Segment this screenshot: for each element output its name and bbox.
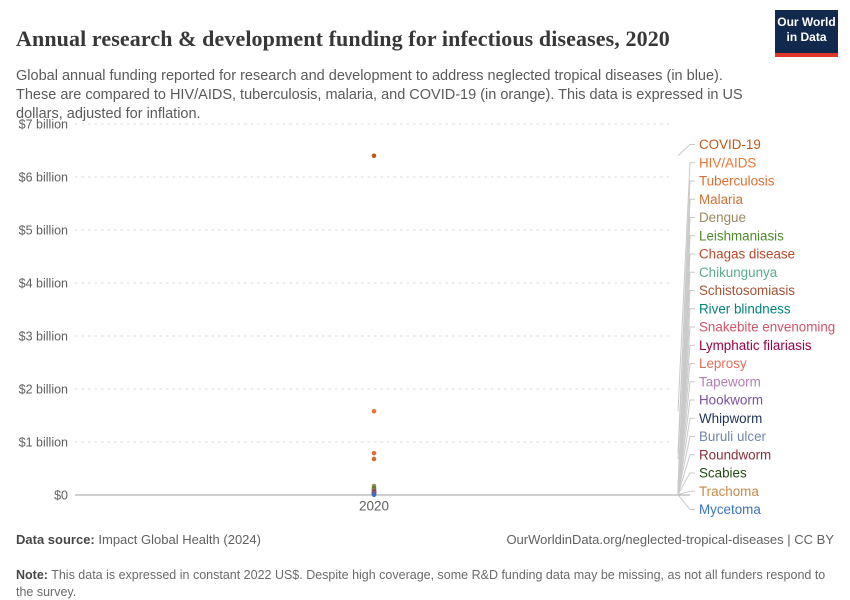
data-point[interactable]: [371, 456, 377, 462]
data-source-line: Data source: Impact Global Health (2024): [16, 532, 261, 547]
footer-note-label: Note:: [16, 567, 48, 582]
y-axis-tick-label: $3 billion: [19, 329, 68, 343]
series-label[interactable]: Tapeworm: [699, 374, 761, 389]
legend-connector-line: [677, 381, 695, 494]
series-label[interactable]: Chagas disease: [699, 247, 795, 262]
y-axis-tick-label: $5 billion: [19, 223, 68, 237]
legend-connector-line: [677, 436, 695, 495]
series-label[interactable]: Buruli ulcer: [699, 429, 767, 444]
legend-connector-line: [677, 144, 695, 157]
page-title: Annual research & development funding fo…: [16, 25, 670, 51]
data-point[interactable]: [371, 450, 377, 456]
data-point[interactable]: [371, 153, 377, 159]
footer-source-row: Data source: Impact Global Health (2024)…: [16, 532, 834, 547]
series-label[interactable]: Chikungunya: [699, 265, 778, 280]
data-point[interactable]: [371, 492, 377, 498]
data-point[interactable]: [371, 408, 377, 414]
legend-connector-line: [677, 363, 695, 494]
series-label[interactable]: Malaria: [699, 192, 743, 207]
footer-note-value: This data is expressed in constant 2022 …: [16, 567, 826, 599]
series-label[interactable]: HIV/AIDS: [699, 155, 756, 170]
y-axis-tick-label: $2 billion: [19, 382, 68, 396]
legend-connector-line: [677, 326, 695, 493]
legend-connector-line: [677, 198, 695, 459]
series-label[interactable]: COVID-19: [699, 137, 761, 152]
x-axis-tick-label: 2020: [359, 499, 389, 514]
legend-connector-line: [677, 399, 695, 494]
series-label[interactable]: River blindness: [699, 301, 791, 316]
y-axis-tick-label: $4 billion: [19, 276, 68, 290]
y-axis-tick-label: $1 billion: [19, 435, 68, 449]
owid-logo-line2: in Data: [786, 30, 827, 45]
series-label[interactable]: Roundworm: [699, 447, 771, 462]
series-label[interactable]: Dengue: [699, 210, 746, 225]
legend-connector-line: [677, 472, 695, 495]
series-label[interactable]: Schistosomiasis: [699, 283, 795, 298]
chart-area: $0 $1 billion $2 billion $3 billion $4 billi…: [0, 110, 850, 525]
footer-link[interactable]: OurWorldinData.org/neglected-tropical-di…: [506, 532, 834, 547]
footer-note: Note: This data is expressed in constant…: [16, 567, 836, 600]
series-label[interactable]: Hookworm: [699, 393, 763, 408]
legend-connector-line: [677, 490, 695, 496]
y-axis-tick-label: $6 billion: [19, 170, 68, 184]
legend-connector-line: [677, 344, 695, 493]
data-source-value[interactable]: Impact Global Health (2024): [98, 532, 261, 547]
series-label[interactable]: Snakebite envenoming: [699, 320, 835, 335]
legend-connector-line: [677, 454, 695, 495]
series-label[interactable]: Trachoma: [699, 484, 759, 499]
chart-canvas: $0 $1 billion $2 billion $3 billion $4 billi…: [19, 117, 836, 517]
y-axis-tick-label: $0: [54, 488, 68, 502]
y-axis-tick-label: $7 billion: [19, 117, 68, 131]
chart-subtitle: Global annual funding reported for resea…: [16, 67, 743, 123]
series-label[interactable]: Leprosy: [699, 356, 747, 371]
legend-connector-line: [677, 162, 695, 412]
legend-connector-line: [677, 417, 695, 495]
legend-connector-line: [677, 494, 695, 510]
series-label[interactable]: Whipworm: [699, 411, 762, 426]
data-source-label: Data source:: [16, 532, 95, 547]
series-label[interactable]: Tuberculosis: [699, 174, 775, 189]
series-label[interactable]: Scabies: [699, 466, 747, 481]
series-label[interactable]: Mycetoma: [699, 502, 761, 517]
owid-logo-line1: Our World: [777, 15, 836, 29]
owid-logo: Our World in Data: [775, 10, 838, 57]
series-label[interactable]: Leishmaniasis: [699, 228, 784, 243]
series-label[interactable]: Lymphatic filariasis: [699, 338, 812, 353]
